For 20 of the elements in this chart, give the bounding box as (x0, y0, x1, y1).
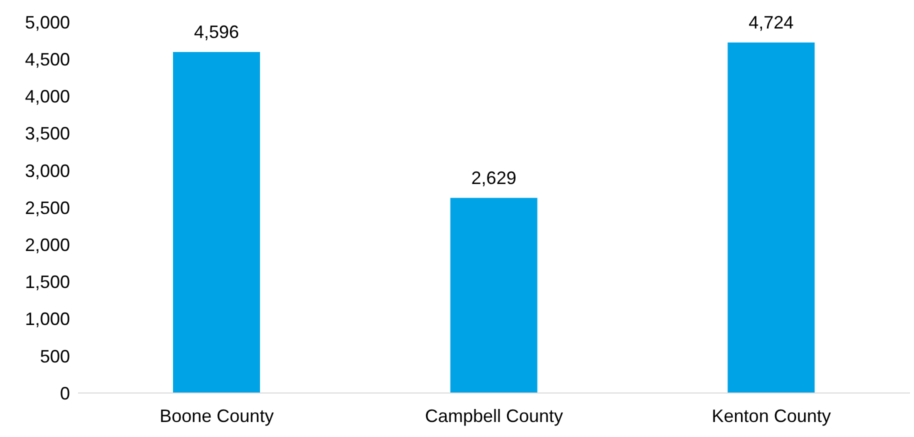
y-tick-label: 0 (60, 383, 70, 404)
bar (728, 42, 815, 393)
x-tick-label: Boone County (160, 406, 274, 426)
data-label: 4,724 (748, 12, 794, 32)
y-tick-label: 2,000 (24, 234, 70, 255)
y-tick-label: 3,500 (24, 124, 70, 144)
y-tick-label: 4,500 (24, 49, 70, 70)
data-label: 4,596 (194, 22, 240, 42)
bar (450, 198, 538, 393)
y-tick-label: 3,000 (24, 160, 70, 181)
y-tick-label: 4,000 (24, 86, 70, 107)
x-tick-label: Kenton County (712, 406, 831, 426)
y-tick-label: 2,500 (24, 198, 70, 218)
bar (173, 52, 260, 393)
x-tick-label: Campbell County (424, 406, 564, 426)
y-tick-label: 1,000 (24, 309, 70, 330)
y-tick-label: 500 (40, 346, 70, 366)
y-tick-label: 1,500 (24, 272, 70, 292)
y-tick-label: 5,000 (24, 12, 70, 32)
data-label: 2,629 (471, 168, 516, 188)
